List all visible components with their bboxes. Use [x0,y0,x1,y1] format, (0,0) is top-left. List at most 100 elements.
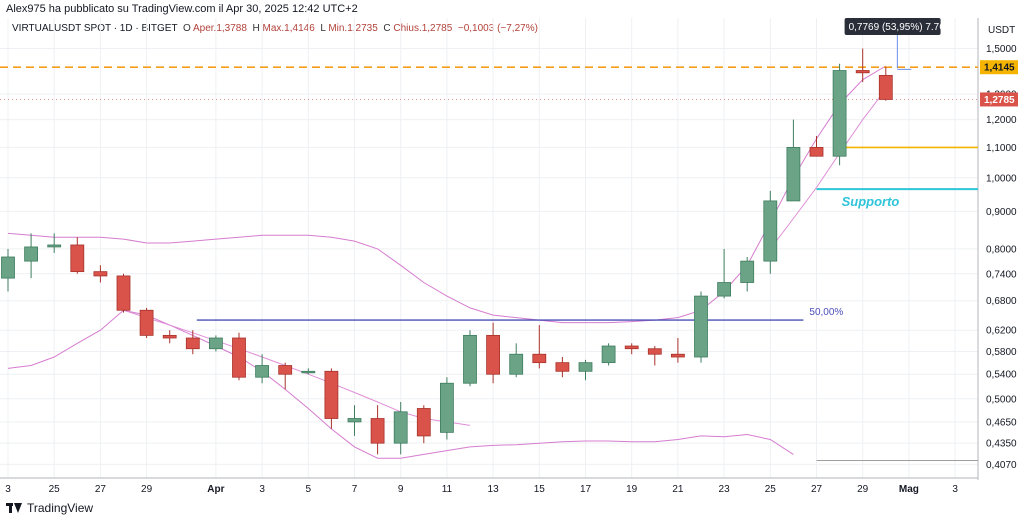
last-price-label-bg [980,92,1018,107]
time-tick-label: 25 [765,484,777,495]
time-axis: 3 25 27 29 Apr 3 5 7 9 11 13 15 17 19 21 23 25 27 29 Mag 3 [5,484,958,495]
high-value: Max.1,4146 [262,23,315,34]
price-chart[interactable]: USDT1,50001,30001,20001,10001,00000,9000… [0,18,1024,498]
price-tick-label: 0,5800 [986,347,1017,358]
close-value: Chius.1,2785 [393,23,453,34]
tradingview-brand: TradingView [27,501,94,515]
candle-body [185,337,200,350]
price-tick-label: 1,2000 [986,115,1017,126]
candle-body [324,370,339,419]
candle-body [47,244,62,248]
candle [1,248,15,292]
bollinger-lower [7,309,794,459]
resistance-price-label-text: 1,4145 [984,63,1015,74]
candle [278,362,293,390]
price-tick-label: 0,6200 [986,326,1017,337]
time-tick-label: Apr [207,484,224,495]
time-tick-label: 11 [442,484,453,495]
candle-body [1,256,15,279]
candle-body [624,345,639,350]
annotation-labels: Supporto 50,00% 0,7769 (53,95%) 7.769 [809,18,951,318]
low-value: Min.1,2735 [328,23,378,34]
candle-body [832,70,847,157]
measure-tooltip-text: 0,7769 (53,95%) 7.769 [849,22,951,33]
price-tick-label: 1,5000 [986,44,1017,55]
candle-body [809,146,824,157]
time-tick-label: 15 [534,484,546,495]
annotation-lines [0,34,978,462]
candle [809,136,824,157]
measure-tooltip-bg [844,18,941,35]
tradingview-logo-icon [6,503,22,513]
candle-body [647,348,662,355]
candles [1,48,893,455]
candle-body [370,418,385,444]
candle-body [671,353,685,358]
candle-body [855,70,870,74]
candle [832,63,847,166]
time-tick-label: 23 [719,484,731,495]
bollinger-bands [7,65,887,459]
candle-body [70,244,85,273]
candle [370,405,385,455]
candle-body [139,309,154,336]
low-label: L [320,23,326,34]
time-tick-label: 21 [672,484,684,495]
candle [301,368,316,375]
candle-body [255,365,270,378]
price-tick-label: 0,5000 [986,394,1017,405]
candle-body [763,200,778,262]
candle-body [601,345,616,364]
candle [509,343,524,378]
moving-average [123,309,471,426]
time-tick-label: 27 [811,484,823,495]
candle [255,354,270,384]
bollinger-upper [7,65,887,324]
price-tick-label: 0,4650 [986,417,1017,428]
candle [694,291,708,363]
candle-body [24,246,39,262]
candle [647,346,662,366]
price-tick-label: 0,8000 [986,244,1017,255]
candle [47,233,62,253]
candle-body [301,370,316,374]
time-tick-label: 29 [141,484,153,495]
candle [232,332,246,381]
price-tick-label: 0,6800 [986,296,1017,307]
candle [416,405,431,444]
candle [671,338,685,363]
support-label: Supporto [842,194,900,209]
candle [93,265,108,283]
time-tick-label: Mag [899,484,919,495]
candle-body [486,334,501,375]
price-tick-label: 0,9000 [986,207,1017,218]
candle [324,368,339,429]
time-tick-label: 17 [580,484,592,495]
candle [855,48,870,83]
symbol-name[interactable]: VIRTUALUSDT SPOT · 1D · BITGET [12,23,178,34]
candle-body [93,271,108,277]
currency-label: USDT [988,25,1015,36]
candle-body [694,295,708,358]
candle [878,67,893,101]
candle-body [347,418,362,423]
candle-body [509,353,524,375]
candle-body [208,337,223,350]
candle [786,119,801,202]
last-price-label: 1,2785 [980,92,1018,107]
candle-body [232,337,246,378]
time-tick-label: 7 [352,484,358,495]
time-tick-label: 19 [626,484,638,495]
candle-body [555,362,570,372]
time-tick-label: 3 [5,484,11,495]
price-axis: USDT1,50001,30001,20001,10001,00000,9000… [980,25,1018,471]
candle [578,359,593,381]
candle [740,257,755,292]
price-tick-label: 1,0000 [986,173,1017,184]
candle [624,343,639,355]
tradingview-footer[interactable]: TradingView [6,501,93,515]
candle-body [393,411,408,444]
candle [439,377,454,440]
candle-body [278,365,293,375]
time-tick-label: 29 [857,484,869,495]
